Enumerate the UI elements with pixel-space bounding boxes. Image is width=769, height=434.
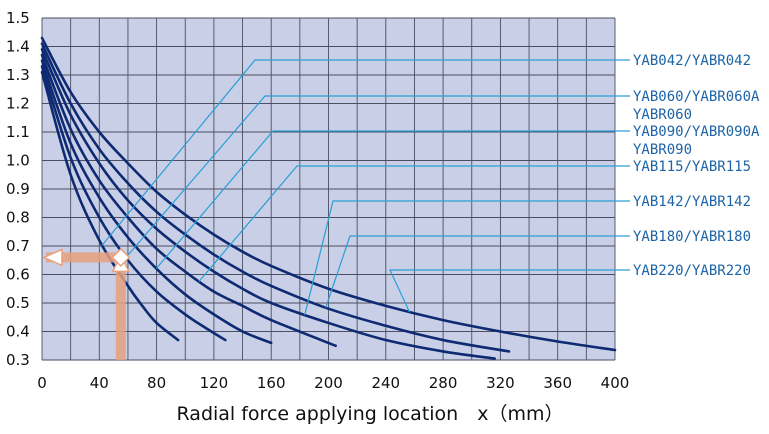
x-tick-label: 360	[543, 374, 572, 392]
series-line-5	[40, 59, 273, 345]
series-line-2	[40, 42, 511, 353]
leader-line	[304, 200, 630, 316]
y-tick-label: 0.4	[6, 323, 30, 341]
y-tick-label: 0.6	[6, 266, 30, 284]
leader-line	[325, 235, 630, 308]
series-label: YAB042/YABR042	[633, 53, 751, 69]
x-tick-label: 320	[486, 374, 515, 392]
leader-line	[198, 165, 630, 283]
series-line-1	[40, 36, 617, 352]
y-tick-label: 0.7	[6, 237, 30, 255]
series-label-secondary: YABR060	[633, 107, 692, 123]
leader-line	[101, 59, 630, 246]
x-tick-label: 200	[314, 374, 343, 392]
x-tick-label: 40	[90, 374, 109, 392]
series-line-4	[40, 53, 337, 348]
y-tick-label: 1.5	[6, 9, 30, 27]
y-tick-label: 1.1	[6, 123, 30, 141]
series-label: YAB060/YABR060A	[633, 89, 760, 105]
x-axis-label: Radial force applying location x（mm）	[177, 403, 564, 425]
x-tick-label: 120	[200, 374, 229, 392]
reading-arrow	[42, 247, 131, 360]
leader-line	[155, 130, 630, 269]
grid	[41, 17, 616, 361]
y-tick-label: 1.0	[6, 152, 30, 170]
y-tick-label: 0.3	[6, 351, 30, 369]
leader-line	[389, 269, 630, 313]
series-line-6	[40, 65, 227, 342]
y-tick-label: 1.4	[6, 38, 30, 56]
y-tick-label: 0.8	[6, 209, 30, 227]
x-tick-label: 280	[429, 374, 458, 392]
series-line-3	[40, 48, 496, 360]
y-tick-label: 1.2	[6, 95, 30, 113]
x-tick-label: 0	[37, 374, 47, 392]
x-tick-label: 160	[257, 374, 286, 392]
series-label: YAB115/YABR115	[633, 159, 751, 175]
leader-line	[125, 95, 630, 258]
y-tick-label: 0.9	[6, 180, 30, 198]
series-label-secondary: YABR090	[633, 142, 692, 158]
y-tick-label: 0.5	[6, 294, 30, 312]
x-tick-label: 240	[371, 374, 400, 392]
series-label: YAB142/YABR142	[633, 194, 751, 210]
x-tick-label: 80	[147, 374, 166, 392]
series-label: YAB090/YABR090A	[633, 124, 760, 140]
x-tick-label: 400	[601, 374, 630, 392]
series-label: YAB220/YABR220	[633, 263, 751, 279]
y-tick-label: 1.3	[6, 66, 30, 84]
series-label: YAB180/YABR180	[633, 229, 751, 245]
